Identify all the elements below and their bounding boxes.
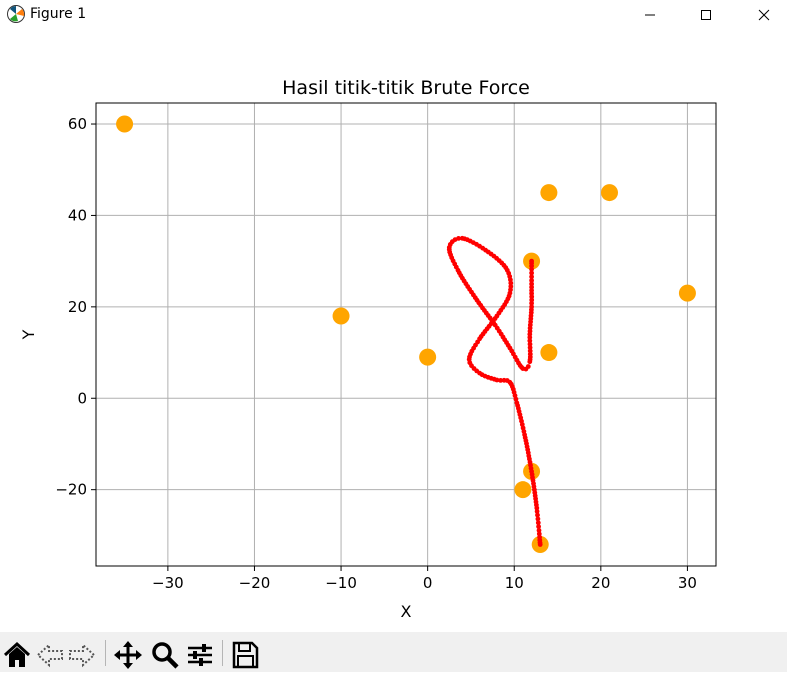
minimize-icon [645, 14, 655, 16]
x-tick-label: 0 [423, 574, 433, 592]
toolbar-separator [222, 640, 223, 666]
curve-point [498, 378, 503, 383]
maximize-button[interactable] [683, 0, 729, 30]
data-layer [116, 115, 696, 554]
y-tick-label: 0 [77, 389, 87, 407]
home-button[interactable] [2, 640, 32, 670]
curve-point [508, 284, 514, 289]
scatter-point [600, 184, 618, 202]
window-titlebar: Figure 1 [0, 0, 787, 30]
scatter-point [116, 115, 134, 133]
zoom-button[interactable] [150, 640, 180, 670]
curve-point [536, 524, 541, 529]
back-icon [36, 642, 63, 668]
y-axis-label: Y [19, 329, 38, 340]
x-tick-label: −30 [152, 574, 184, 592]
forward-icon [69, 642, 96, 668]
curve-point [529, 266, 534, 272]
x-tick-label: 10 [505, 574, 524, 592]
pan-icon [114, 641, 142, 669]
close-icon [758, 9, 770, 21]
curve-point [459, 235, 465, 241]
curve-point [529, 274, 534, 280]
curve-point [529, 258, 534, 264]
save-button[interactable] [230, 640, 260, 670]
scatter-point [540, 184, 558, 202]
x-tick-label: −10 [325, 574, 357, 592]
window-title: Figure 1 [30, 6, 87, 22]
pan-button[interactable] [113, 640, 143, 670]
figure-canvas[interactable]: −30 −20 −10 0 10 20 30 −20 0 20 40 60 Hasil titik-t… [0, 30, 787, 632]
x-tick-label: −20 [239, 574, 271, 592]
navigation-toolbar [0, 632, 787, 672]
curve-point [501, 377, 507, 383]
curve-point [514, 400, 520, 406]
back-button[interactable] [35, 640, 65, 670]
curve-point [529, 278, 534, 283]
curve-point [529, 297, 535, 303]
x-axis-label: X [401, 602, 412, 621]
curve-point [535, 516, 541, 522]
curve-point [527, 341, 533, 347]
curve-point [535, 512, 540, 518]
chart-title: Hasil titik-titik Brute Force [282, 77, 530, 99]
configure-subplots-button[interactable] [185, 640, 215, 670]
x-tick-label: 30 [678, 574, 697, 592]
scatter-point [678, 284, 696, 302]
forward-button[interactable] [67, 640, 97, 670]
curve-point [529, 304, 534, 310]
curve-point [529, 270, 534, 276]
home-icon [3, 641, 31, 667]
configure-subplots-icon [188, 644, 212, 666]
axis-ticks: −30 −20 −10 0 10 20 30 −20 0 20 40 60 [55, 115, 697, 592]
curve-point [527, 338, 533, 344]
curve-point [535, 520, 541, 526]
matplotlib-logo-icon [7, 5, 25, 23]
grid-lines [96, 103, 716, 566]
close-button[interactable] [741, 0, 787, 30]
zoom-icon [152, 642, 179, 669]
scatter-point [540, 344, 558, 362]
save-icon [232, 641, 259, 669]
curve-point [527, 345, 533, 350]
curve-point [529, 281, 534, 287]
scatter-point [419, 348, 437, 366]
scatter-point [332, 307, 350, 325]
minimize-button[interactable] [627, 0, 673, 30]
axes-frame [95, 102, 717, 567]
y-tick-label: −20 [55, 481, 87, 499]
scatter-point [514, 481, 532, 499]
maximize-icon [701, 10, 711, 20]
curve-point [536, 528, 542, 533]
x-tick-label: 20 [591, 574, 610, 592]
toolbar-separator [105, 640, 106, 666]
y-tick-label: 60 [68, 115, 87, 133]
y-tick-label: 20 [68, 298, 87, 316]
y-tick-label: 40 [68, 206, 87, 224]
curve-point [536, 531, 542, 537]
curve-point [525, 364, 531, 369]
scatter-chart: −30 −20 −10 0 10 20 30 −20 0 20 40 60 Hasil titik-t… [19, 77, 717, 621]
